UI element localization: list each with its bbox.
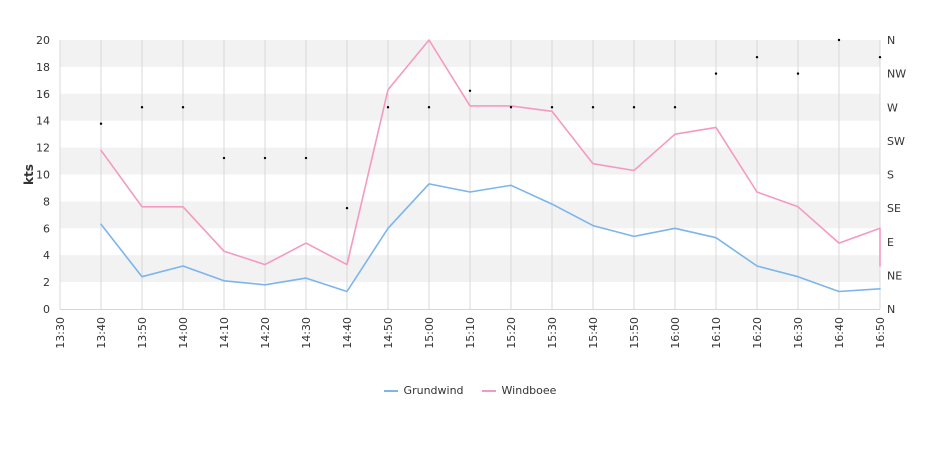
direction-point — [714, 72, 718, 75]
x-tick-label: 15:00 — [423, 317, 436, 349]
x-tick-label: 13:40 — [95, 317, 108, 349]
x-tick-label: 14:20 — [259, 317, 272, 349]
direction-point — [878, 55, 882, 59]
direction-point — [632, 106, 636, 109]
direction-point — [140, 106, 144, 109]
direction-tick-label: E — [887, 236, 894, 249]
x-tick-label: 15:30 — [546, 317, 559, 349]
direction-point — [837, 38, 841, 42]
direction-point — [263, 156, 267, 160]
legend-item-windboee[interactable]: Windboee — [481, 384, 557, 397]
direction-point — [304, 156, 308, 160]
y-tick-label: 10 — [36, 169, 50, 182]
legend-label-grundwind: Grundwind — [403, 384, 464, 397]
legend-swatch-windboee — [481, 389, 496, 392]
x-tick-label: 16:50 — [874, 317, 887, 349]
x-tick-label: 14:10 — [218, 317, 231, 349]
y-tick-label: 6 — [43, 222, 50, 235]
x-tick-label: 15:40 — [587, 317, 600, 349]
x-gridlines — [59, 40, 881, 309]
legend-item-grundwind[interactable]: Grundwind — [383, 384, 464, 397]
x-tick-label: 15:50 — [628, 317, 641, 349]
direction-tick-label: W — [887, 101, 898, 114]
direction-tick-label: N — [887, 34, 895, 47]
y-axis-title: kts — [22, 164, 36, 185]
direction-tick-label: SE — [887, 202, 901, 215]
direction-point — [550, 106, 554, 109]
series-line-windboee — [100, 39, 881, 267]
direction-point — [386, 106, 390, 109]
direction-point — [427, 106, 431, 109]
x-tick-label: 16:10 — [710, 317, 723, 349]
y-axis-tick-labels: 0 2 4 6 8 10 12 14 16 18 20 — [36, 34, 50, 316]
x-axis-tick-labels: 13:30 13:40 13:50 14:00 14:10 14:20 14:30 14:40… — [54, 317, 887, 349]
direction-point — [591, 106, 595, 109]
x-tick-label: 15:10 — [464, 317, 477, 349]
x-tick-label: 13:30 — [54, 317, 67, 349]
direction-point — [509, 106, 513, 109]
direction-tick-label: SW — [887, 135, 905, 148]
legend-swatch-grundwind — [383, 389, 398, 392]
x-tick-label: 14:40 — [341, 317, 354, 349]
y-tick-label: 20 — [36, 34, 50, 47]
direction-tick-label: S — [887, 169, 894, 182]
legend: Grundwind Windboee — [0, 384, 940, 397]
direction-point — [755, 55, 759, 59]
direction-markers — [99, 38, 882, 210]
x-tick-label: 16:30 — [792, 317, 805, 349]
y-tick-label: 2 — [43, 276, 50, 289]
direction-point — [345, 206, 349, 210]
x-tick-label: 14:50 — [382, 317, 395, 349]
direction-tick-label: NW — [887, 68, 906, 81]
y-tick-label: 16 — [36, 88, 50, 101]
y-tick-label: 8 — [43, 195, 50, 208]
direction-point — [468, 89, 472, 93]
direction-point — [222, 156, 226, 160]
series-line-grundwind — [100, 183, 881, 293]
series-layer — [100, 39, 881, 293]
x-tick-label: 14:30 — [300, 317, 313, 349]
direction-tick-label: NE — [887, 269, 902, 282]
direction-point — [181, 106, 185, 109]
y-tick-label: 0 — [43, 303, 50, 316]
x-tick-label: 16:40 — [833, 317, 846, 349]
y-tick-label: 4 — [43, 249, 50, 262]
x-tick-label: 13:50 — [136, 317, 149, 349]
direction-point — [673, 106, 677, 109]
x-tick-label: 16:00 — [669, 317, 682, 349]
direction-point — [99, 122, 103, 125]
direction-point — [796, 72, 800, 75]
y-tick-label: 18 — [36, 61, 50, 74]
legend-label-windboee: Windboee — [501, 384, 557, 397]
x-tick-label: 14:00 — [177, 317, 190, 349]
y-tick-label: 14 — [36, 115, 50, 128]
x-tick-label: 16:20 — [751, 317, 764, 349]
direction-tick-label: N — [887, 303, 895, 316]
y-tick-label: 12 — [36, 142, 50, 155]
direction-axis-tick-labels: N NE E SE S SW W NW N — [887, 34, 906, 316]
x-tick-label: 15:20 — [505, 317, 518, 349]
